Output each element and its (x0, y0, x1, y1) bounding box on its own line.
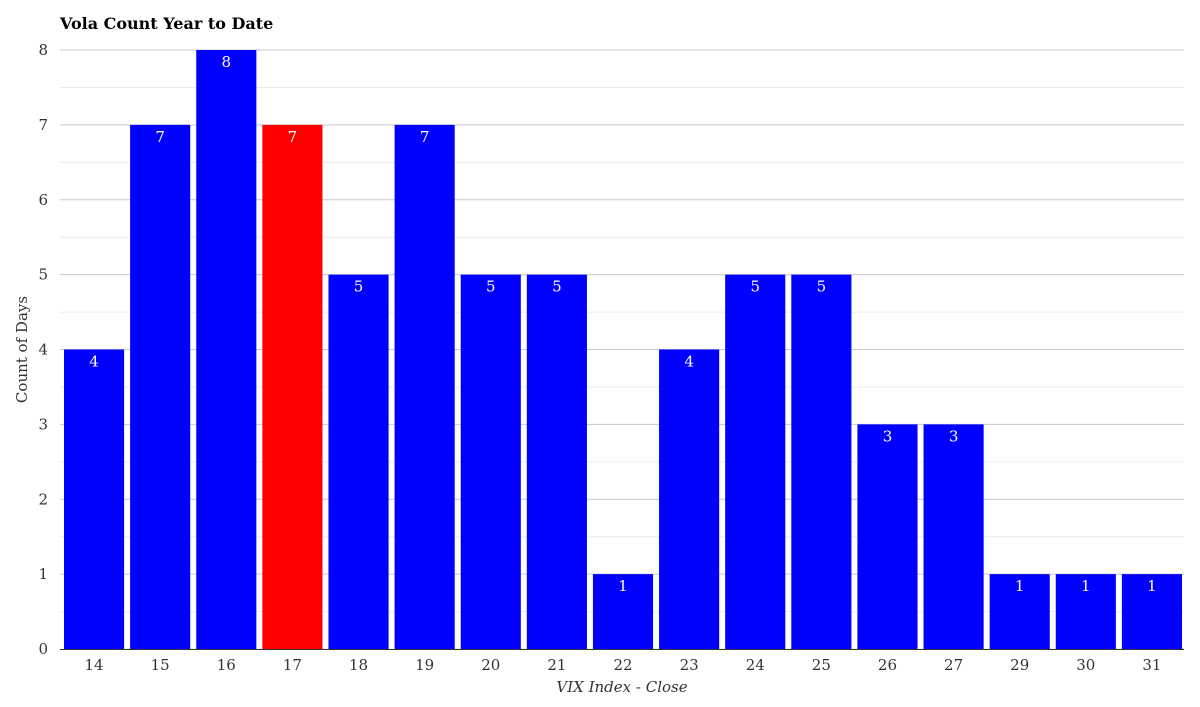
bar-data-label: 5 (817, 278, 827, 296)
x-tick-label: 30 (1076, 656, 1095, 674)
bar-data-label: 7 (420, 128, 430, 146)
bar-data-label: 7 (288, 128, 298, 146)
bar (1121, 574, 1182, 649)
bars-layer: 4 7 8 7 5 7 5 5 1 4 5 5 3 3 1 1 1 (64, 50, 1182, 649)
x-tick-label: 21 (547, 656, 566, 674)
bar (989, 574, 1050, 649)
y-tick-label: 7 (38, 116, 48, 134)
bar (659, 349, 720, 649)
x-tick-label: 19 (415, 656, 434, 674)
bar (791, 274, 852, 649)
x-tick-label: 22 (613, 656, 632, 674)
bar (923, 424, 984, 649)
y-tick-label: 3 (38, 415, 48, 433)
bar-data-label: 1 (1015, 577, 1025, 595)
bar-data-label: 8 (222, 53, 232, 71)
bar (394, 124, 455, 649)
x-tick-label: 27 (944, 656, 963, 674)
bar-data-label: 5 (750, 278, 760, 296)
bar (262, 124, 323, 649)
x-tick-label: 20 (481, 656, 500, 674)
bar-data-label: 4 (684, 353, 694, 371)
x-tick-label: 25 (812, 656, 831, 674)
bar (1055, 574, 1116, 649)
bar-data-label: 4 (89, 353, 99, 371)
y-tick-label: 6 (38, 191, 48, 209)
bar-data-label: 7 (155, 128, 165, 146)
y-tick-label: 0 (38, 640, 48, 658)
y-tick-label: 8 (38, 41, 48, 59)
x-tick-label: 18 (349, 656, 368, 674)
x-tick-label: 31 (1142, 656, 1161, 674)
x-tick-label: 23 (680, 656, 699, 674)
x-axis-ticks: 14 15 16 17 18 19 20 21 22 23 24 25 26 27 29 30 31 (85, 656, 1162, 674)
x-tick-label: 29 (1010, 656, 1029, 674)
x-tick-label: 26 (878, 656, 897, 674)
x-tick-label: 24 (746, 656, 765, 674)
bar (64, 349, 125, 649)
bar (526, 274, 587, 649)
bar (328, 274, 389, 649)
bar-data-label: 5 (486, 278, 496, 296)
x-axis-title: VIX Index - Close (556, 678, 687, 696)
y-tick-label: 1 (38, 565, 48, 583)
bar (592, 574, 654, 649)
x-tick-label: 14 (85, 656, 104, 674)
y-tick-label: 2 (38, 490, 48, 508)
bar (460, 274, 521, 649)
bar-data-label: 5 (552, 278, 562, 296)
bar (725, 274, 786, 649)
bar-data-label: 1 (1081, 577, 1091, 595)
bar (196, 50, 257, 649)
x-tick-label: 16 (217, 656, 236, 674)
y-tick-label: 4 (38, 341, 48, 359)
bar-data-label: 5 (354, 278, 364, 296)
x-tick-label: 15 (151, 656, 170, 674)
bar-data-label: 1 (1147, 577, 1157, 595)
bar-data-label: 3 (949, 427, 959, 445)
y-axis-title: Count of Days (13, 296, 31, 403)
y-tick-label: 5 (38, 266, 48, 284)
bar (857, 424, 918, 649)
bar-data-label: 1 (618, 577, 628, 595)
x-tick-label: 17 (283, 656, 302, 674)
bar (130, 124, 191, 649)
y-axis-ticks: 0 1 2 3 4 5 6 7 8 (38, 41, 48, 658)
bar-data-label: 3 (883, 427, 893, 445)
chart-title: Vola Count Year to Date (60, 14, 274, 33)
